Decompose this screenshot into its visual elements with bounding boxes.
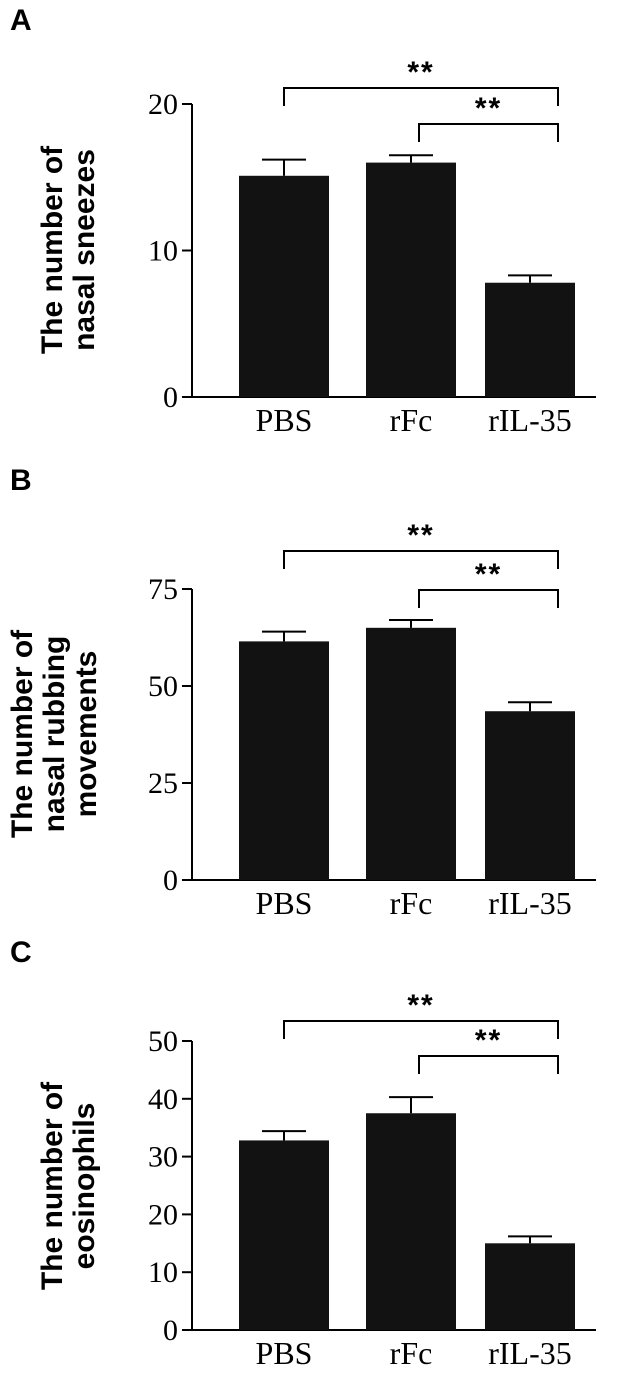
y-tick-label: 50: [148, 1025, 178, 1058]
y-tick-label: 40: [148, 1083, 178, 1116]
y-tick-label: 30: [148, 1141, 178, 1174]
significance-label: **: [475, 558, 502, 591]
bar-ril-35: [485, 282, 575, 397]
significance-label: **: [475, 1024, 502, 1057]
bar-ril-35: [485, 1243, 575, 1330]
x-tick-label: PBS: [256, 885, 313, 921]
x-tick-label: rIL-35: [488, 402, 572, 438]
y-tick-label: 0: [163, 381, 178, 414]
y-tick-label: 10: [148, 1256, 178, 1289]
significance-bracket: [283, 87, 559, 106]
y-tick-label: 0: [163, 1314, 178, 1347]
x-tick-label: rFc: [390, 1335, 433, 1371]
significance-bracket: [283, 1020, 559, 1039]
y-tick-label: 20: [148, 88, 178, 121]
x-tick-label: rFc: [390, 885, 433, 921]
panel-label: A: [10, 4, 32, 37]
bar-ril-35: [485, 711, 575, 880]
y-axis-label: The number of: [36, 1081, 69, 1290]
y-tick-label: 25: [148, 767, 178, 800]
x-tick-label: PBS: [256, 1335, 313, 1371]
y-tick-label: 20: [148, 1198, 178, 1231]
y-axis-label: The number of: [36, 145, 69, 354]
panel-c: C 0 10 20 30 40 50 The number of eosinophils PBS r…: [10, 936, 596, 1371]
y-axis-label: The number of: [6, 629, 39, 838]
bar-pbs: [239, 1140, 329, 1330]
y-tick-label: 10: [148, 235, 178, 268]
y-axis-label: eosinophils: [68, 1103, 101, 1270]
significance-bracket: [283, 550, 559, 569]
panel-label: B: [10, 464, 32, 497]
panel-label: C: [10, 936, 32, 969]
bar-rfc: [366, 1113, 456, 1330]
significance-label: **: [407, 56, 434, 89]
significance-bracket: [418, 1055, 559, 1074]
significance-bracket: [418, 123, 559, 142]
x-tick-label: rIL-35: [488, 1335, 572, 1371]
y-tick-label: 50: [148, 670, 178, 703]
significance-label: **: [407, 519, 434, 552]
y-tick-label: 0: [163, 864, 178, 897]
bar-pbs: [239, 641, 329, 880]
y-axis-label: movements: [70, 651, 103, 818]
significance-label: **: [475, 92, 502, 125]
panel-a: A 0 10 20 The number of nasal sneezes PBS rFc rI…: [10, 4, 596, 438]
y-axis-label: nasal sneezes: [68, 149, 101, 351]
x-tick-label: rIL-35: [488, 885, 572, 921]
panel-b: B 0 25 50 75 The number of nasal rubbing moveme…: [6, 464, 596, 921]
bar-rfc: [366, 627, 456, 880]
significance-label: **: [407, 989, 434, 1022]
x-tick-label: PBS: [256, 402, 313, 438]
y-axis-label: nasal rubbing: [38, 636, 71, 833]
bar-rfc: [366, 162, 456, 397]
bar-pbs: [239, 175, 329, 397]
y-tick-label: 75: [148, 573, 178, 606]
significance-bracket: [418, 589, 559, 608]
x-tick-label: rFc: [390, 402, 433, 438]
